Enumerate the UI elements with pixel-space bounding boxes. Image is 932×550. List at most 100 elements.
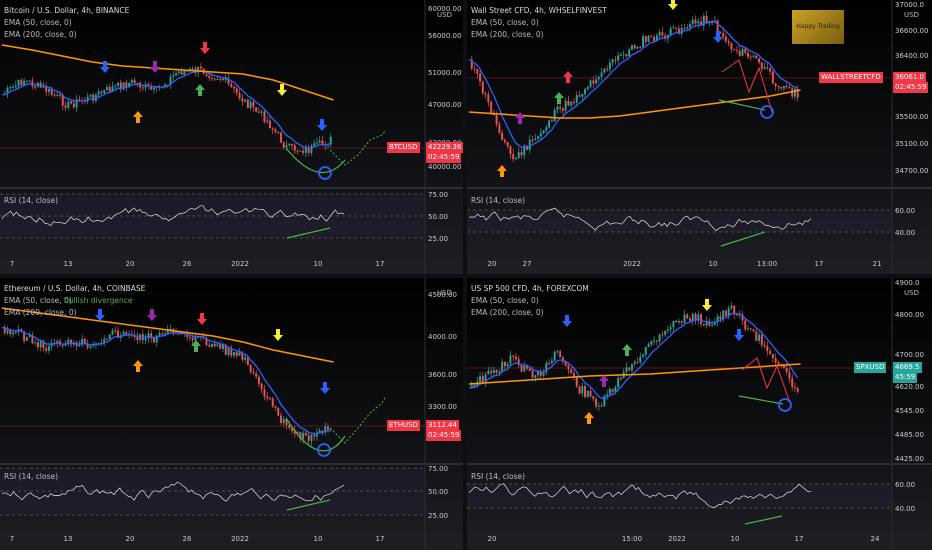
candle-body [23,331,26,341]
rsi-tick-label: 75.00 [428,191,448,199]
chart-canvas-btc: 60000.0056000.0051000.0047000.0042000.00… [0,0,463,274]
candle-body [72,103,75,108]
chart-panel-eth[interactable]: 4500.004000.003600.003300.003000.0075.00… [0,278,463,550]
time-tick-label: 7 [10,260,14,268]
time-tick-label: 20 [126,260,135,268]
candle-body [514,157,517,160]
candle-body [556,107,559,110]
candle-body [575,95,578,103]
candle-body [689,318,691,321]
candle-body [103,89,106,94]
rsi-band [0,468,425,515]
candle-body [318,430,321,433]
signal-arrow-purple [150,61,160,73]
candle-body [219,78,222,80]
candle-body [506,363,509,367]
candle-body [481,376,484,383]
candle-body [711,324,714,326]
candle-body [329,429,332,431]
candle-body [708,20,711,23]
candle-body [788,372,791,379]
candle-body [727,308,730,317]
ema50-line [1,326,331,435]
candle-body [285,145,288,148]
candle-body [257,111,260,113]
candle-body [749,56,752,58]
candle-body [238,352,241,356]
rsi-line [1,205,344,227]
candle-body [542,371,545,376]
time-tick-label: 26 [183,260,192,268]
candle-body [697,21,700,24]
candle-body [17,79,20,86]
rsi-tick-label: 50.00 [428,213,448,221]
candle-body [219,344,222,349]
candle-body [205,337,208,346]
candle-body [548,363,551,365]
candle-body [606,394,609,396]
candle-body [152,338,155,343]
candle-body [304,432,307,436]
price-tick-label: 4800.00 [895,311,924,319]
price-unit: USD [904,289,919,297]
candle-body [271,398,274,407]
time-tick-label: 21 [873,260,882,268]
candle-body [647,344,650,348]
chart-panel-spx[interactable]: 4900.0 4800.00 4700.00 4620.00 4545.00 4485.0… [467,278,932,550]
chart-panel-btc[interactable]: 60000.0056000.0051000.0047000.0042000.00… [0,0,464,274]
candle-body [313,434,316,437]
candle-body [669,327,672,330]
bottom-curve [285,147,346,174]
candle-body [749,328,752,330]
candle-body [633,361,636,365]
candle-body [92,94,95,101]
candle-body [210,77,213,79]
candle-body [633,45,636,49]
time-tick-label: 17 [376,535,385,543]
candle-body [111,86,114,92]
signal-arrow-green [195,84,205,96]
signal-arrow-orange [133,360,143,372]
candle-body [315,432,318,437]
candle-body [188,336,191,338]
chart-canvas-spx: 4900.0 4800.00 4700.00 4620.00 4545.00 4485.0… [467,278,932,550]
candle-body [788,87,791,89]
candle-body [268,398,271,400]
candle-body [559,351,562,358]
candle-body [31,335,34,344]
candle-body [509,146,512,155]
candle-body [230,83,233,87]
candle-body [186,70,189,72]
candle-body [50,89,53,95]
chart-title: Bitcoin / U.S. Dollar, 4h, BINANCE [4,6,130,15]
candle-body [249,365,252,372]
candle-body [763,67,766,69]
rsi-line [468,483,811,508]
candle-body [86,96,89,102]
chart-panel-us30[interactable]: 37000.0 36600.00 36400.00 35500.00 35100.00 3… [467,0,932,274]
candle-body [25,337,28,341]
candle-body [780,86,783,89]
signal-arrow-purple [599,375,609,387]
candle-body [296,150,299,152]
candle-body [180,71,183,75]
signal-arrow-blue [320,382,330,394]
candle-body [550,360,553,364]
candle-body [222,344,224,349]
divergence-line [286,499,331,511]
signal-arrow-green [622,344,632,356]
candle-body [476,69,479,74]
ema200-legend: EMA (200, close, 0) [471,30,544,39]
candle-body [280,132,282,143]
candle-body [114,330,117,332]
time-tick-label: 10 [314,535,323,543]
time-tick-label: 20 [488,260,497,268]
candle-body [553,351,556,361]
candle-body [628,367,631,371]
candle-body [517,359,520,365]
candle-body [144,338,147,341]
candle-body [161,87,164,89]
candle-body [307,147,310,153]
ema50-legend: EMA (50, close, 0) [471,18,539,27]
candle-body [473,68,476,70]
